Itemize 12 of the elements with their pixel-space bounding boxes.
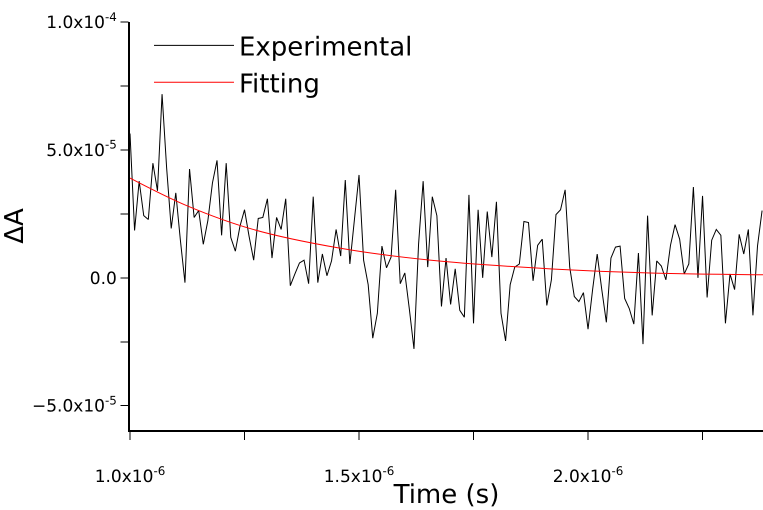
legend-label: Experimental bbox=[238, 32, 412, 63]
x-tick-label: 1.5x10$^{-6}$ bbox=[324, 464, 394, 488]
x-tick-label: 2.0x10$^{-6}$ bbox=[552, 464, 624, 488]
legend-label: Fitting bbox=[238, 69, 320, 100]
y-tick-label: 0.0 bbox=[90, 268, 117, 289]
y-tick-label: 1.0x10$^{-4}$ bbox=[46, 10, 117, 33]
x-axis-title: Time (s) bbox=[392, 480, 500, 510]
y-axis-title: ΔA bbox=[0, 208, 30, 244]
line-series bbox=[130, 178, 763, 276]
x-tick-label: 1.0x10$^{-6}$ bbox=[94, 464, 166, 488]
y-tick-label: −5.0x10$^{-5}$ bbox=[32, 394, 117, 417]
y-tick-label: 5.0x10$^{-5}$ bbox=[46, 138, 117, 161]
